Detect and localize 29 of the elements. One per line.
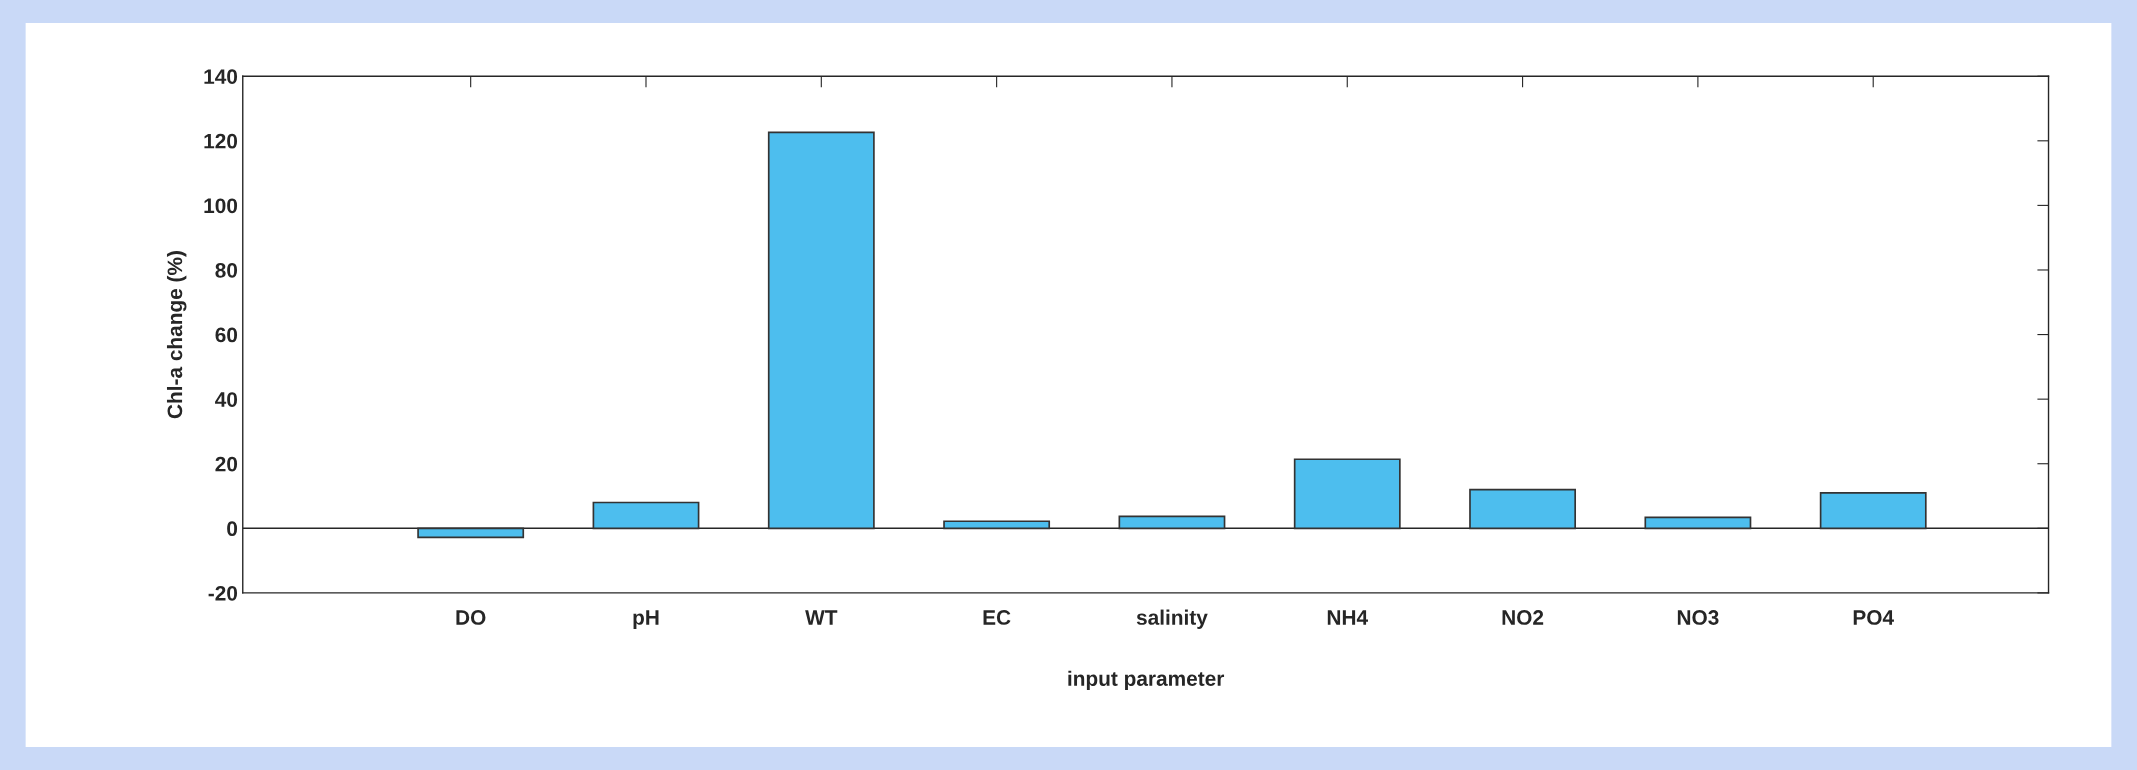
- y-tick-label: 0: [227, 521, 238, 537]
- x-tick-label: PO4: [1853, 610, 1894, 625]
- y-tick-label: -20: [208, 585, 238, 601]
- bar: [1118, 515, 1226, 530]
- x-tick-label: NO3: [1677, 610, 1719, 625]
- x-tick-label: salinity: [1136, 609, 1208, 629]
- bar: [417, 527, 525, 539]
- y-tick-label: 80: [215, 262, 238, 278]
- bar: [1819, 491, 1927, 530]
- x-tick-label: DO: [456, 610, 486, 625]
- y-tick-label: 60: [215, 327, 238, 343]
- y-tick-label: 40: [215, 392, 238, 407]
- x-tick-label: WT: [805, 610, 838, 625]
- y-tick-label: 100: [204, 198, 238, 214]
- bar: [943, 520, 1051, 530]
- y-tick-label: 20: [215, 456, 238, 472]
- y-tick-label: 120: [204, 133, 238, 149]
- x-tick-label: NH4: [1327, 610, 1368, 625]
- x-tick-label: NO2: [1502, 610, 1544, 625]
- bar: [767, 131, 875, 530]
- x-axis-title: input parameter: [1068, 670, 1225, 691]
- x-tick-label: pH: [633, 610, 659, 629]
- y-tick-label: 140: [204, 69, 238, 84]
- bar: [1469, 488, 1577, 530]
- bar: [1293, 458, 1401, 530]
- y-axis-title: Chl-a change (%): [166, 251, 187, 419]
- bar: [1644, 516, 1752, 530]
- bar: [592, 501, 700, 530]
- x-tick-label: EC: [983, 610, 1011, 625]
